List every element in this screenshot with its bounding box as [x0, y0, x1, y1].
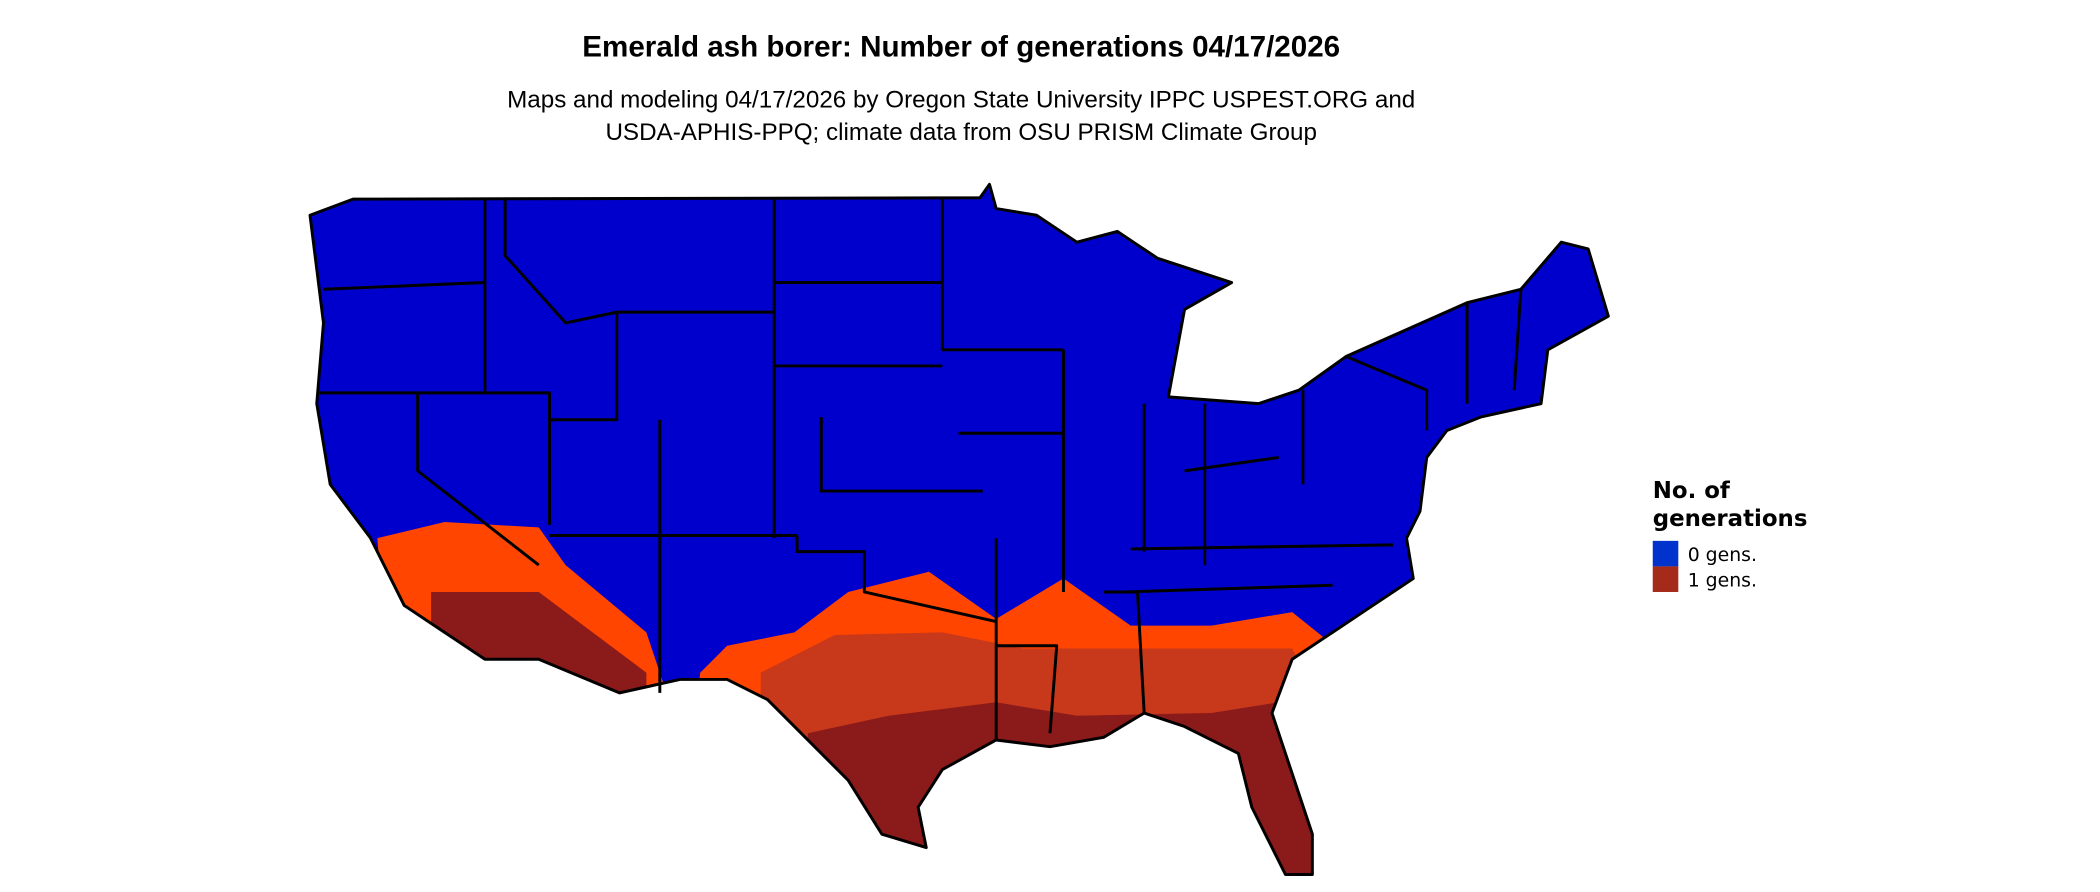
- legend-label-0-gens: 0 gens.: [1688, 545, 1757, 566]
- legend-swatch-1-gens: [1652, 566, 1679, 592]
- legend-title-line2: generations: [1653, 506, 1808, 532]
- map-title: Emerald ash borer: Number of generations…: [582, 31, 1340, 64]
- region-high-southeast: [807, 702, 1320, 875]
- legend-swatch-0-gens: [1652, 540, 1679, 567]
- legend-label-1-gens: 1 gens.: [1688, 571, 1757, 592]
- map-subtitle-line2: USDA-APHIS-PPQ; climate data from OSU PR…: [605, 119, 1316, 146]
- legend-title-line1: No. of: [1653, 478, 1731, 504]
- us-map: [310, 184, 1609, 875]
- map-subtitle-line1: Maps and modeling 04/17/2026 by Oregon S…: [507, 87, 1415, 114]
- legend: No. of generations 0 gens. 1 gens.: [1652, 478, 1808, 592]
- state-borders: [308, 182, 1610, 876]
